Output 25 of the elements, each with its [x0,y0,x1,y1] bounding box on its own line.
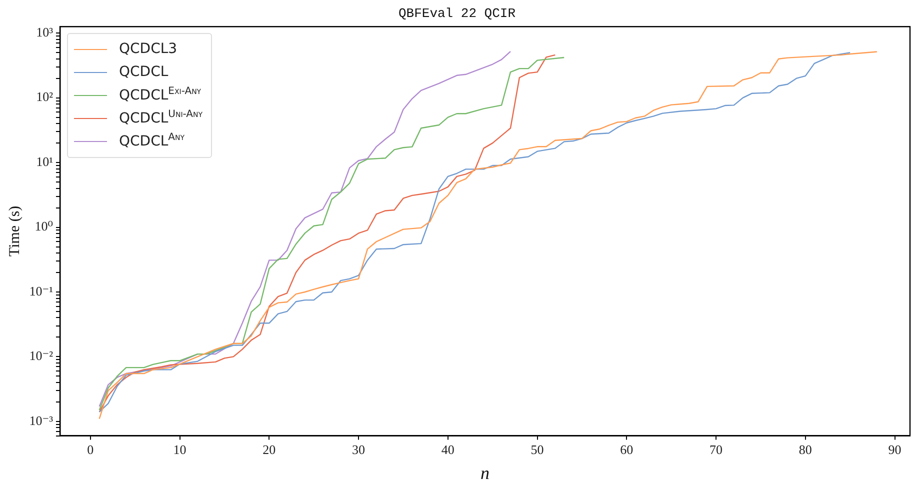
x-tick-label: 60 [620,442,634,458]
legend-label: QCDCL$^{Any}$ [119,132,185,150]
chart-title: QBFEval 22 QCIR [398,6,516,22]
y-axis-title: Time (s) [6,206,23,257]
x-tick-label: 50 [530,442,544,458]
x-tick-label: 40 [441,442,454,458]
y-tick-label: 10⁻¹ [29,283,54,298]
x-axis-title: n [480,462,490,483]
y-tick-label: 10⁻³ [29,412,54,428]
x-tick-label: 10 [173,442,186,458]
x-tick-label: 80 [798,442,812,458]
legend-label: QCDCL [119,64,168,80]
legend-label: QCDCL3 [119,41,178,58]
y-tick-label: 10⁻² [29,348,54,364]
y-tick-label: 10² [36,89,54,104]
x-tick-label: 70 [710,442,723,458]
x-tick-label: 30 [352,442,366,458]
x-tick-label: 90 [888,442,902,458]
x-tick-label: 0 [87,442,94,458]
x-tick-label: 20 [262,442,276,458]
y-tick-label: 10³ [36,24,54,40]
legend-label: QCDCL$^{Exi-Any}$ [119,86,202,104]
legend-label: QCDCL$^{Uni-Any}$ [119,109,203,127]
y-tick-label: 10⁰ [34,218,53,234]
y-tick-label: 10¹ [36,154,54,169]
